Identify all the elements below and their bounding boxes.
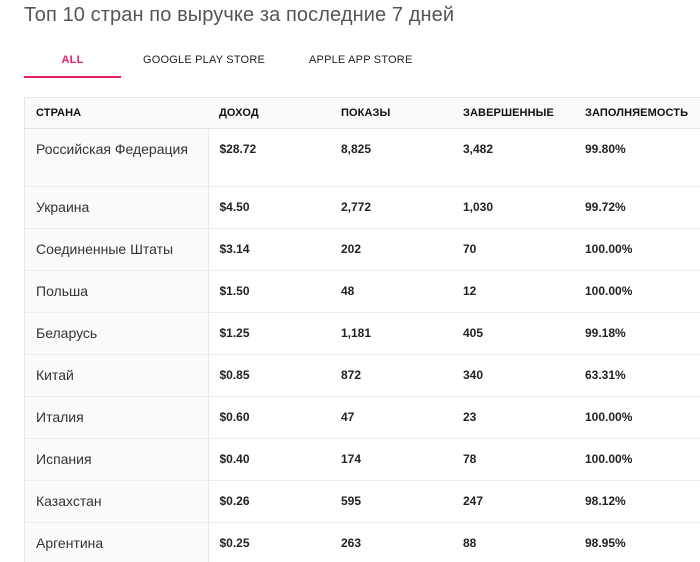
- impressions-cell: 595: [330, 480, 452, 523]
- fill-rate-cell: 98.12%: [574, 480, 700, 523]
- revenue-table-container: СТРАНА ДОХОД ПОКАЗЫ ЗАВЕРШЕННЫЕ ЗАПОЛНЯЕ…: [24, 97, 700, 562]
- country-cell: Китай: [25, 354, 209, 397]
- fill-rate-cell: 100.00%: [574, 270, 700, 313]
- revenue-cell: $0.25: [208, 522, 330, 562]
- fill-rate-cell: 100.00%: [574, 438, 700, 481]
- revenue-cell: $4.50: [208, 186, 330, 229]
- impressions-cell: 47: [330, 396, 452, 439]
- table-row: Испания $0.40 174 78 100.00%: [25, 438, 700, 481]
- impressions-cell: 1,181: [330, 312, 452, 355]
- revenue-cell: $1.25: [208, 312, 330, 355]
- country-cell: Украина: [25, 186, 209, 229]
- table-row: Китай $0.85 872 340 63.31%: [25, 354, 700, 397]
- revenue-cell: $0.26: [208, 480, 330, 523]
- page-title: Топ 10 стран по выручке за последние 7 д…: [24, 4, 455, 26]
- fill-rate-cell: 98.95%: [574, 522, 700, 562]
- impressions-cell: 263: [330, 522, 452, 562]
- completed-cell: 70: [452, 228, 574, 271]
- fill-rate-cell: 100.00%: [574, 228, 700, 271]
- revenue-cell: $0.40: [208, 438, 330, 481]
- country-cell: Аргентина: [25, 522, 209, 562]
- impressions-cell: 48: [330, 270, 452, 313]
- store-tabs: ALL GOOGLE PLAY STORE APPLE APP STORE: [24, 43, 434, 79]
- tab-apple-app-store[interactable]: APPLE APP STORE: [309, 54, 413, 66]
- fill-rate-cell: 99.72%: [574, 186, 700, 229]
- column-header-country[interactable]: СТРАНА: [25, 98, 208, 129]
- completed-cell: 88: [452, 522, 574, 562]
- column-header-completed[interactable]: ЗАВЕРШЕННЫЕ: [452, 98, 574, 129]
- fill-rate-cell: 99.18%: [574, 312, 700, 355]
- revenue-cell: $28.72: [208, 128, 330, 187]
- completed-cell: 1,030: [452, 186, 574, 229]
- impressions-cell: 8,825: [330, 128, 452, 187]
- revenue-cell: $3.14: [208, 228, 330, 271]
- completed-cell: 340: [452, 354, 574, 397]
- completed-cell: 247: [452, 480, 574, 523]
- country-cell: Беларусь: [25, 312, 209, 355]
- revenue-table: СТРАНА ДОХОД ПОКАЗЫ ЗАВЕРШЕННЫЕ ЗАПОЛНЯЕ…: [25, 98, 700, 562]
- fill-rate-cell: 63.31%: [574, 354, 700, 397]
- impressions-cell: 174: [330, 438, 452, 481]
- country-cell: Испания: [25, 438, 209, 481]
- tab-google-play-store[interactable]: GOOGLE PLAY STORE: [143, 54, 265, 66]
- completed-cell: 3,482: [452, 128, 574, 187]
- revenue-cell: $0.85: [208, 354, 330, 397]
- country-cell: Российская Федерация: [25, 128, 209, 187]
- table-row: Российская Федерация $28.72 8,825 3,482 …: [25, 128, 700, 187]
- country-cell: Казахстан: [25, 480, 209, 523]
- completed-cell: 12: [452, 270, 574, 313]
- impressions-cell: 872: [330, 354, 452, 397]
- table-row: Казахстан $0.26 595 247 98.12%: [25, 480, 700, 523]
- table-row: Италия $0.60 47 23 100.00%: [25, 396, 700, 439]
- impressions-cell: 2,772: [330, 186, 452, 229]
- table-row: Аргентина $0.25 263 88 98.95%: [25, 522, 700, 562]
- column-header-fill-rate[interactable]: ЗАПОЛНЯЕМОСТЬ: [574, 98, 700, 129]
- table-row: Беларусь $1.25 1,181 405 99.18%: [25, 312, 700, 355]
- country-cell: Польша: [25, 270, 209, 313]
- fill-rate-cell: 100.00%: [574, 396, 700, 439]
- completed-cell: 23: [452, 396, 574, 439]
- country-cell: Италия: [25, 396, 209, 439]
- table-header-row: СТРАНА ДОХОД ПОКАЗЫ ЗАВЕРШЕННЫЕ ЗАПОЛНЯЕ…: [25, 98, 700, 129]
- table-row: Соединенные Штаты $3.14 202 70 100.00%: [25, 228, 700, 271]
- table-row: Польша $1.50 48 12 100.00%: [25, 270, 700, 313]
- fill-rate-cell: 99.80%: [574, 128, 700, 187]
- country-cell: Соединенные Штаты: [25, 228, 209, 271]
- column-header-revenue[interactable]: ДОХОД: [208, 98, 330, 129]
- impressions-cell: 202: [330, 228, 452, 271]
- tab-all[interactable]: ALL: [24, 43, 121, 78]
- revenue-cell: $1.50: [208, 270, 330, 313]
- revenue-cell: $0.60: [208, 396, 330, 439]
- completed-cell: 78: [452, 438, 574, 481]
- completed-cell: 405: [452, 312, 574, 355]
- table-row: Украина $4.50 2,772 1,030 99.72%: [25, 186, 700, 229]
- column-header-impressions[interactable]: ПОКАЗЫ: [330, 98, 452, 129]
